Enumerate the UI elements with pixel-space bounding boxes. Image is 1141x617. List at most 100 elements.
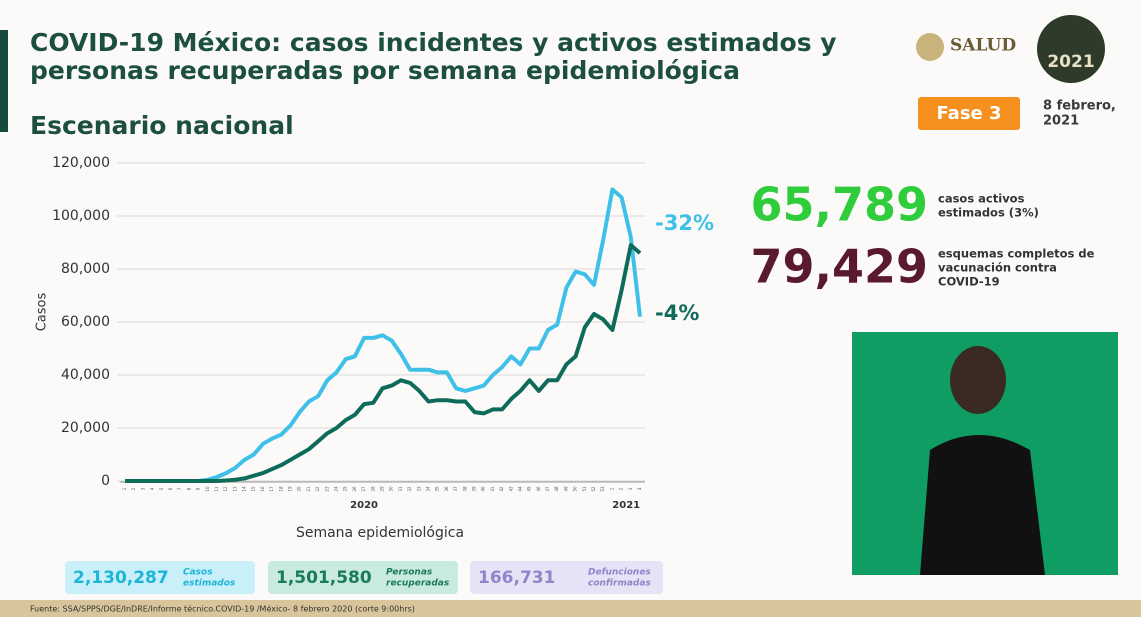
x-tick-label: 2 (619, 487, 624, 490)
annotation: -32% (655, 211, 714, 235)
x-tick-label: 52 (591, 486, 596, 492)
x-tick-label: 27 (361, 486, 366, 492)
logo-year: 2021 (1047, 52, 1094, 72)
x-tick-label: 8 (186, 487, 191, 490)
summary-label: Defunciones (588, 568, 651, 578)
x-tick-label: 2 (131, 487, 136, 490)
x-tick-label: 35 (435, 486, 440, 492)
slide-subtitle: Escenario nacional (30, 111, 294, 140)
x-tick-label: 28 (370, 486, 375, 492)
x-tick-label: 7 (177, 487, 182, 490)
y-tick-label: 120,000 (52, 155, 110, 171)
x-tick-label: 47 (545, 486, 550, 492)
summary-value: 166,731 (478, 568, 555, 588)
x-tick-label: 51 (582, 486, 587, 492)
series-line (125, 187, 642, 483)
x-tick-label: 3 (628, 487, 633, 490)
logo-emblem (916, 33, 944, 61)
x-tick-label: 29 (380, 486, 385, 492)
slide-title: personas recuperadas por semana epidemio… (30, 56, 740, 85)
stat-value: 65,789 (750, 178, 928, 232)
annotation: -4% (655, 301, 699, 325)
x-tick-label: 44 (517, 486, 522, 492)
stat-label: estimados (3%) (938, 206, 1039, 220)
logo: SALUD (950, 36, 1016, 56)
x-tick-label: 22 (315, 486, 320, 492)
x-tick-label: 30 (389, 486, 394, 492)
x-tick-label: 38 (462, 486, 467, 492)
y-tick-label: 40,000 (61, 367, 110, 383)
footer-source: Fuente: SSA/SPPS/DGE/InDRE/Informe técni… (30, 604, 415, 614)
footer-bar (0, 600, 1141, 617)
x-tick-label: 4 (150, 487, 155, 490)
y-tick-label: 0 (101, 473, 110, 489)
x-tick-label: 36 (444, 486, 449, 492)
x-tick-label: 23 (324, 486, 329, 492)
x-tick-label: 39 (471, 486, 476, 492)
summary-box (65, 561, 255, 594)
x-tick-label: 32 (407, 486, 412, 492)
x-tick-label: 1 (122, 487, 127, 490)
x-tick-label: 25 (343, 486, 348, 492)
x-axis-label: Semana epidemiológica (296, 525, 464, 541)
x-tick-label: 13 (232, 486, 237, 492)
stat-label: COVID-19 (938, 275, 1000, 289)
summary-label: estimados (183, 579, 236, 589)
x-tick-label: 48 (554, 486, 559, 492)
phase-badge (918, 97, 1020, 130)
x-tick-label: 10 (205, 486, 210, 492)
x-tick-label: 42 (499, 486, 504, 492)
x-tick-label: 16 (260, 486, 265, 492)
x-tick-label: 18 (278, 486, 283, 492)
x-tick-label: 24 (334, 486, 339, 492)
summary-label: recuperadas (386, 579, 450, 589)
x-group-label: 2020 (350, 500, 378, 511)
slide-title: COVID-19 México: casos incidentes y acti… (30, 28, 837, 57)
y-tick-label: 80,000 (61, 261, 110, 277)
y-tick-label: 60,000 (61, 314, 110, 330)
summary-box (470, 561, 663, 594)
x-tick-label: 26 (352, 486, 357, 492)
stat-label: casos activos (938, 192, 1025, 206)
x-tick-label: 20 (297, 486, 302, 492)
x-tick-label: 9 (196, 487, 201, 490)
x-tick-label: 14 (242, 486, 247, 492)
accent-bar (0, 30, 8, 132)
x-tick-label: 41 (490, 486, 495, 492)
x-group-label: 2021 (612, 500, 640, 511)
x-tick-label: 17 (269, 486, 274, 492)
x-tick-label: 46 (536, 486, 541, 492)
x-tick-label: 15 (251, 486, 256, 492)
y-tick-label: 20,000 (61, 420, 110, 436)
x-tick-label: 12 (223, 486, 228, 492)
x-tick-label: 3 (140, 487, 145, 490)
summary-box (268, 561, 458, 594)
date: 8 febrero, (1043, 99, 1116, 114)
x-tick-label: 53 (600, 486, 605, 492)
y-axis-label: Casos (35, 293, 50, 332)
x-tick-label: 6 (168, 487, 173, 490)
y-tick-label: 100,000 (52, 208, 110, 224)
x-tick-label: 21 (306, 486, 311, 492)
x-tick-label: 50 (573, 486, 578, 492)
x-tick-label: 43 (508, 486, 513, 492)
x-tick-label: 31 (398, 486, 403, 492)
x-tick-label: 1 (609, 487, 614, 490)
x-tick-label: 19 (288, 486, 293, 492)
x-tick-label: 37 (453, 486, 458, 492)
x-tick-label: 11 (214, 486, 219, 492)
phase-label: Fase 3 (936, 103, 1001, 124)
x-tick-label: 45 (527, 486, 532, 492)
date: 2021 (1043, 114, 1079, 129)
x-tick-label: 40 (481, 486, 486, 492)
x-tick-label: 49 (563, 486, 568, 492)
x-tick-label: 4 (637, 487, 642, 490)
summary-value: 2,130,287 (73, 568, 169, 588)
logo-emblem (1037, 15, 1105, 83)
stat-value: 79,429 (750, 240, 928, 294)
summary-value: 1,501,580 (276, 568, 372, 588)
interpreter-head (950, 346, 1006, 414)
interpreter-body (920, 435, 1045, 575)
stat-label: vacunación contra (938, 261, 1057, 275)
